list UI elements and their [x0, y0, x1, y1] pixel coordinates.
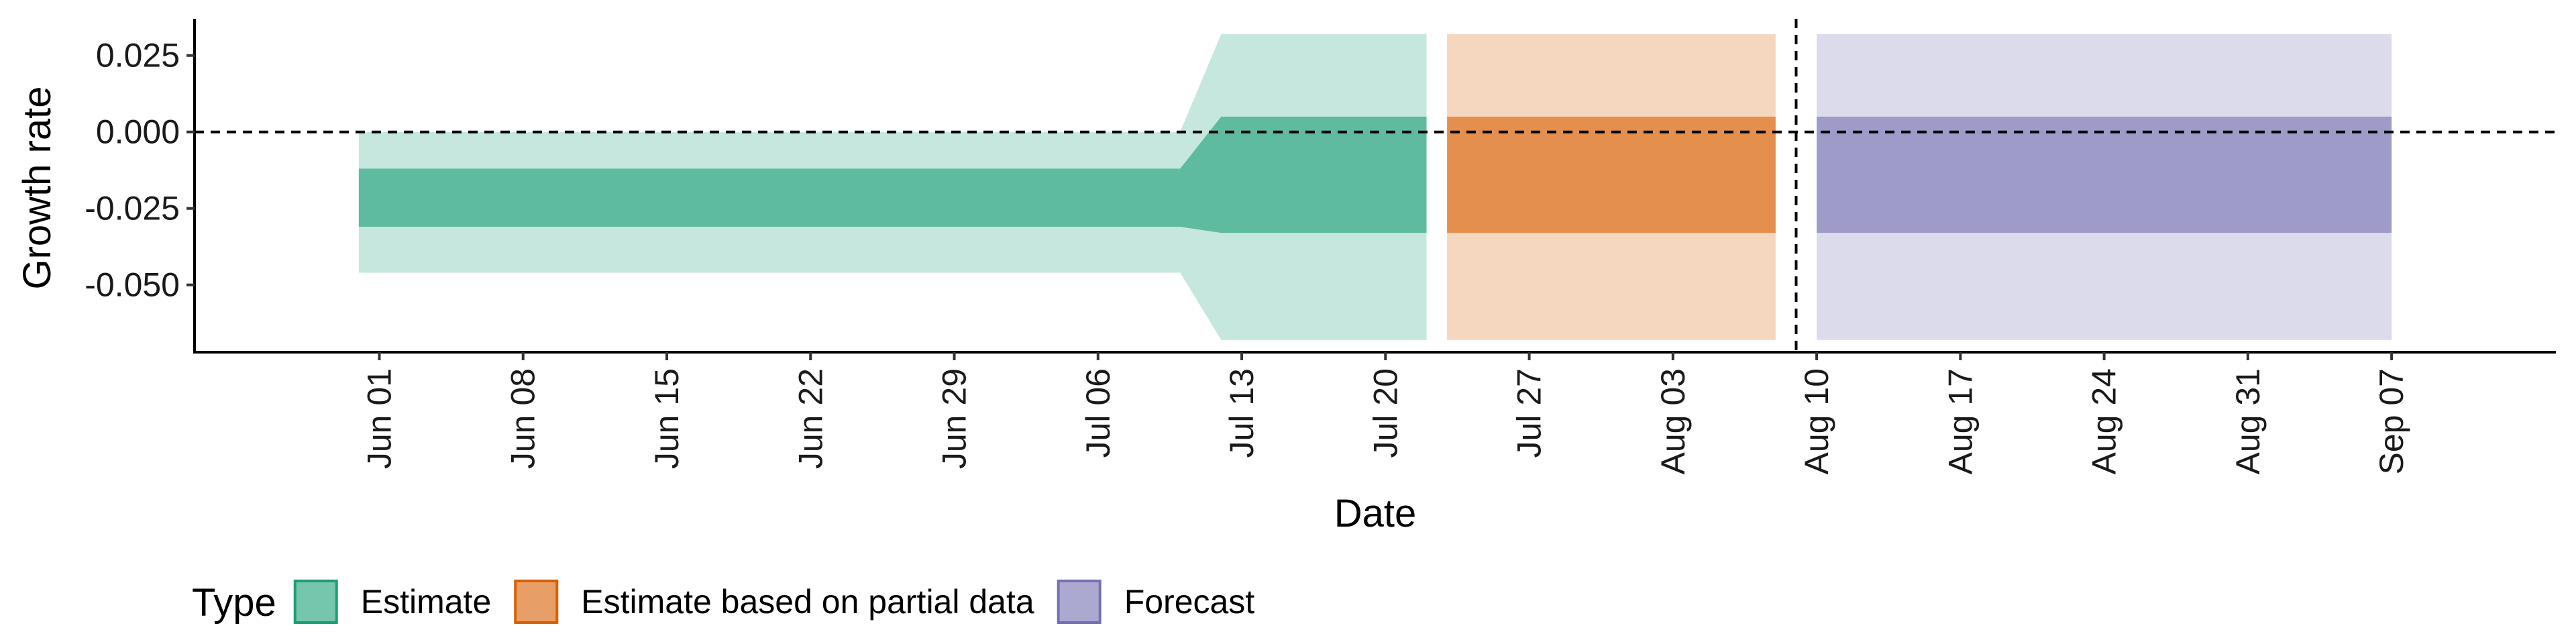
- x-tick-label: Aug 03: [1654, 368, 1692, 474]
- estimate-inner-band: [358, 116, 1427, 233]
- estimate-based-on-partial-data-inner-band: [1447, 116, 1776, 233]
- axes: [193, 19, 2556, 354]
- ribbon-layer: [358, 34, 2392, 340]
- y-axis-title: Growth rate: [15, 87, 59, 290]
- x-ticks: Jun 01 Jun 08 Jun 15 Jun 22 Jun 29 Jul 06 Jul …: [360, 352, 2410, 474]
- legend: Type Estimate Estimate based on partial d…: [192, 580, 1255, 625]
- x-tick-label: Jul 13: [1223, 368, 1260, 458]
- y-ticks: 0.025 0.000 -0.025 -0.050: [85, 37, 195, 304]
- x-tick-label: Jul 06: [1079, 368, 1117, 458]
- x-tick-label: Jun 15: [648, 368, 686, 469]
- y-tick-label: -0.025: [85, 190, 180, 227]
- x-tick-label: Aug 10: [1798, 368, 1835, 474]
- legend-key-estimate: [293, 580, 338, 624]
- legend-key-estimate-based-on-partial-data: [514, 580, 559, 624]
- legend-label-estimate-based-on-partial-data: Estimate based on partial data: [581, 583, 1034, 621]
- x-tick-label: Jul 20: [1366, 368, 1404, 458]
- x-tick-label: Aug 17: [1941, 368, 1979, 474]
- legend-label-forecast: Forecast: [1124, 583, 1255, 621]
- x-tick-label: Jul 27: [1511, 368, 1548, 458]
- x-tick-label: Jun 01: [360, 368, 398, 469]
- legend-label-estimate: Estimate: [361, 583, 492, 621]
- y-tick-label: 0.025: [96, 37, 180, 74]
- legend-key-forecast: [1057, 580, 1102, 624]
- x-tick-label: Jun 22: [792, 368, 829, 469]
- x-tick-label: Sep 07: [2373, 368, 2410, 474]
- legend-title: Type: [192, 581, 276, 625]
- forecast-inner-band: [1817, 116, 2392, 233]
- x-tick-label: Aug 31: [2229, 368, 2267, 474]
- x-tick-label: Aug 24: [2086, 368, 2123, 474]
- x-axis-title: Date: [1334, 492, 1417, 535]
- y-tick-label: 0.000: [96, 113, 180, 151]
- reference-lines: [195, 19, 2556, 352]
- x-tick-label: Jun 08: [504, 368, 542, 469]
- y-tick-label: -0.050: [85, 266, 180, 304]
- x-tick-label: Jun 29: [936, 368, 973, 469]
